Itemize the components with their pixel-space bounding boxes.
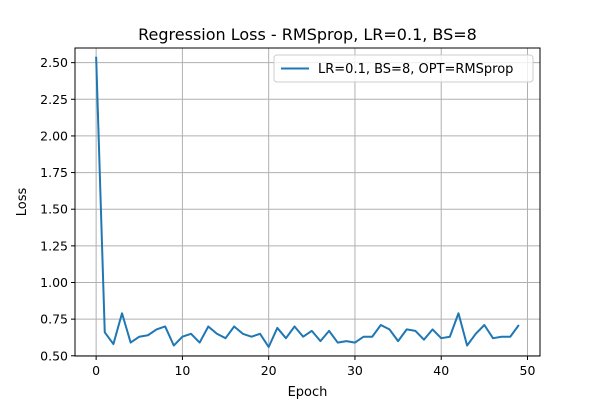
axis-ticks: 0 10 20 30 40 50 0.50 0.75 1.00 1.25 1.50 1.75 2.00 2… [40, 55, 535, 378]
legend-box [273, 54, 534, 83]
y-axis-label: Loss [15, 188, 30, 217]
y-tick-label: 1.50 [40, 202, 68, 217]
plot-frame [74, 47, 541, 357]
y-tick-label: 2.00 [40, 128, 68, 143]
x-tick-label: 50 [520, 363, 536, 378]
y-tick-label: 0.50 [40, 348, 68, 363]
chart-title: Regression Loss - RMSprop, LR=0.1, BS=8 [138, 25, 477, 44]
legend-entry: LR=0.1, BS=8, OPT=RMSprop [318, 62, 513, 77]
x-axis-label: Epoch [288, 385, 328, 400]
legend: LR=0.1, BS=8, OPT=RMSprop [273, 54, 534, 83]
x-tick-label: 10 [174, 363, 190, 378]
x-tick-label: 0 [92, 363, 100, 378]
x-tick-label: 30 [347, 363, 363, 378]
y-tick-label: 1.75 [40, 165, 68, 180]
x-tick-label: 40 [433, 363, 449, 378]
x-tick-label: 20 [261, 363, 277, 378]
y-tick-label: 1.25 [40, 238, 68, 253]
y-tick-label: 0.75 [40, 312, 68, 327]
y-tick-label: 2.50 [40, 55, 68, 70]
series-line [95, 56, 520, 348]
y-tick-label: 1.00 [40, 275, 68, 290]
series-lines [95, 56, 520, 348]
y-tick-label: 2.25 [40, 92, 68, 107]
